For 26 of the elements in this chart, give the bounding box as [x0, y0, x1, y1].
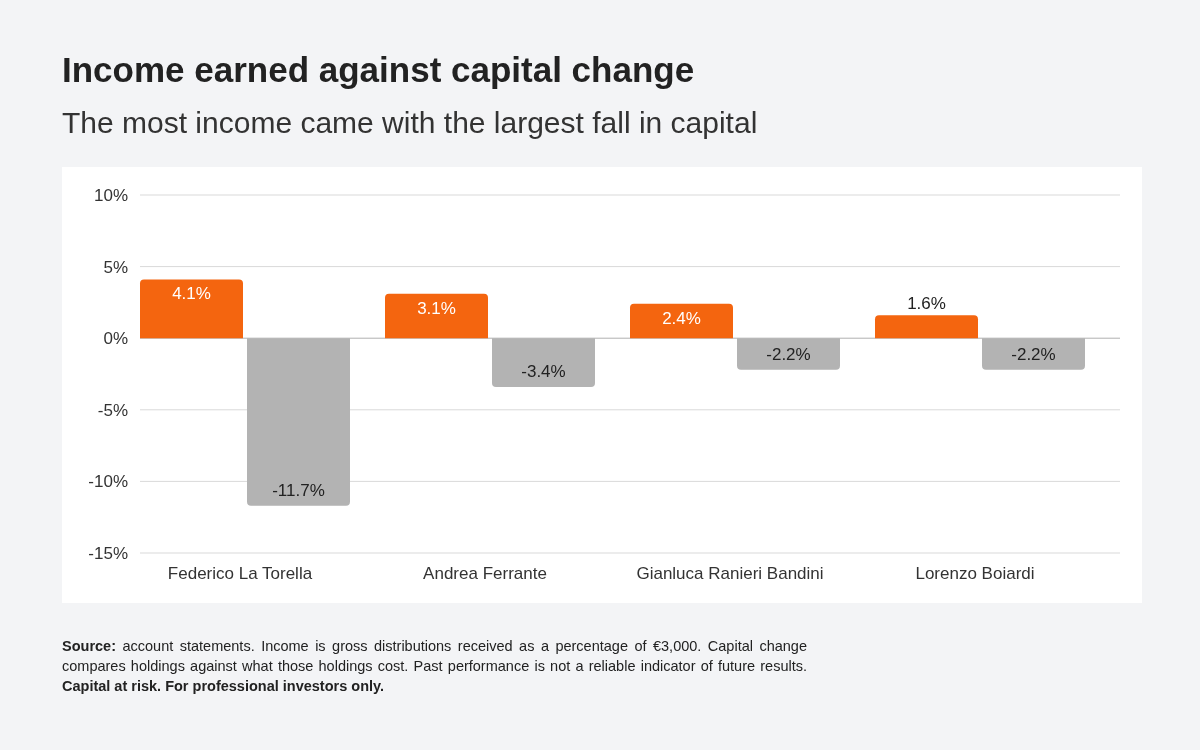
x-tick-label: Federico La Torella	[167, 564, 313, 583]
x-tick-label: Lorenzo Boiardi	[915, 564, 1035, 583]
bar	[875, 315, 978, 339]
data-label: 2.4%	[662, 308, 701, 328]
data-label: -3.4%	[521, 361, 566, 381]
data-label: 3.1%	[417, 298, 456, 318]
x-tick-label: Andrea Ferrante	[423, 564, 547, 583]
y-tick-label: 5%	[103, 257, 128, 277]
y-tick-label: 0%	[103, 329, 128, 349]
source-note: Source: account statements. Income is gross distributions received as a percentage of €3,000. Capital change compares holdings against what those holdings cost. Past performance is not a reliable indicator of future results.	[62, 638, 807, 674]
x-tick-label: Gianluca Ranieri Bandini	[636, 564, 824, 583]
text: Capital at risk. For professional investors only.	[62, 678, 385, 694]
data-label: -2.2%	[1011, 344, 1056, 364]
data-label: 4.1%	[172, 284, 211, 304]
y-tick-label: -5%	[97, 400, 128, 420]
chart-subtitle: The most income came with the largest fall in capital	[62, 106, 758, 140]
bar	[385, 293, 488, 339]
data-label: -2.2%	[766, 344, 811, 364]
chart-title: Income earned against capital change	[62, 50, 695, 90]
data-label: 1.6%	[907, 294, 946, 314]
bar	[140, 279, 243, 339]
bar	[630, 303, 733, 339]
y-tick-label: -15%	[88, 543, 128, 563]
data-label: -11.7%	[272, 480, 325, 500]
y-tick-label: 10%	[93, 185, 128, 205]
y-tick-label: -10%	[88, 472, 128, 492]
